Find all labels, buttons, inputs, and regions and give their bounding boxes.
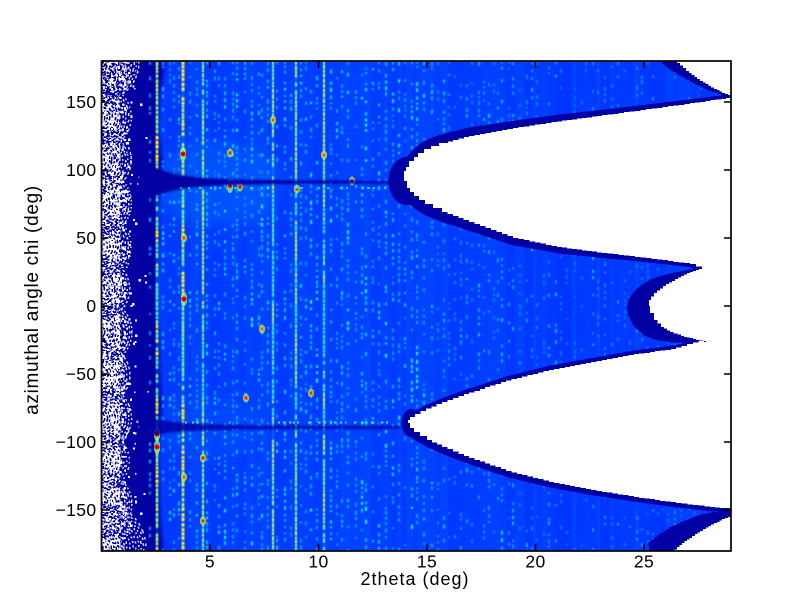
svg-text:−100: −100 — [55, 432, 96, 452]
svg-text:0: 0 — [86, 296, 96, 316]
svg-text:25: 25 — [634, 552, 654, 572]
svg-text:10: 10 — [308, 552, 328, 572]
svg-text:−150: −150 — [55, 500, 96, 520]
svg-text:15: 15 — [417, 552, 437, 572]
svg-text:azimuthal angle chi (deg): azimuthal angle chi (deg) — [22, 185, 43, 415]
svg-text:100: 100 — [66, 160, 96, 180]
svg-text:−50: −50 — [66, 364, 97, 384]
svg-text:2theta (deg): 2theta (deg) — [360, 569, 469, 589]
svg-text:20: 20 — [525, 552, 545, 572]
svg-text:5: 5 — [205, 552, 215, 572]
svg-text:50: 50 — [76, 228, 96, 248]
svg-text:150: 150 — [66, 92, 96, 112]
